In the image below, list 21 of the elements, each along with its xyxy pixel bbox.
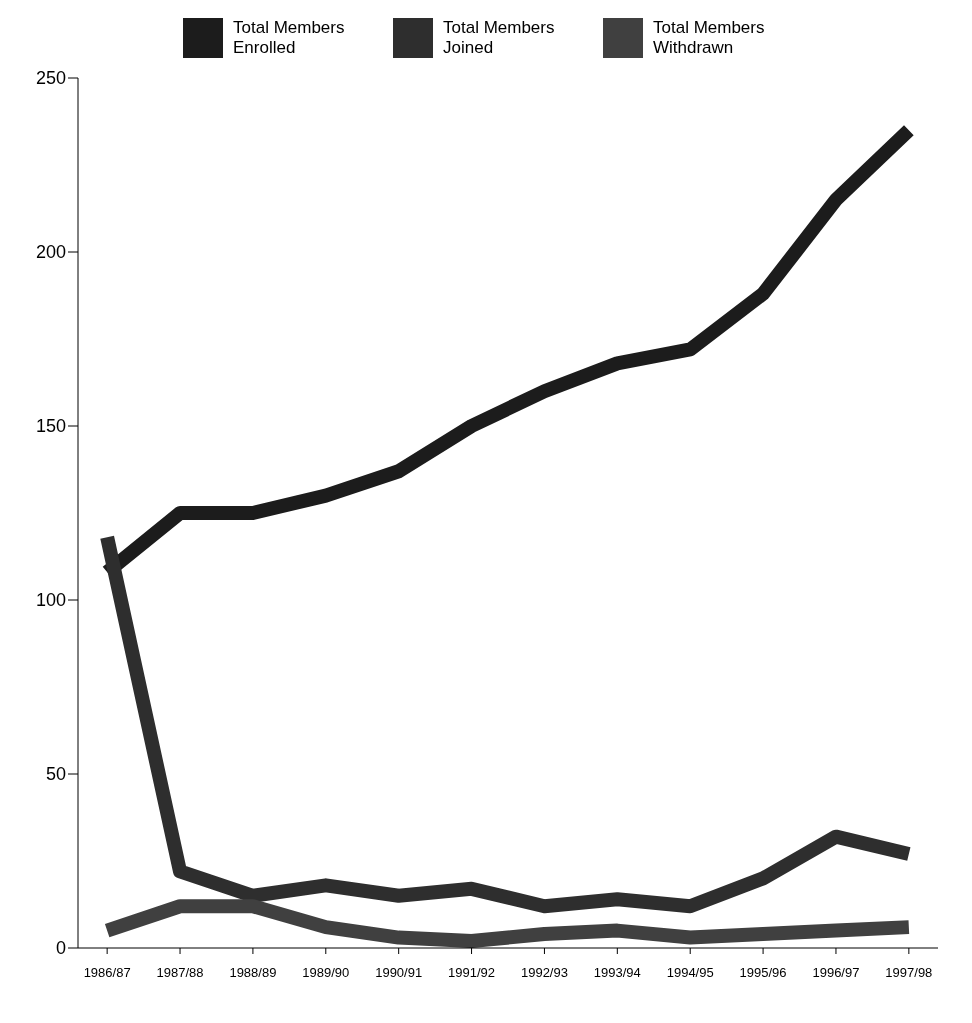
x-tick-label: 1992/93	[520, 965, 568, 981]
x-tick-label: 1989/90	[302, 965, 350, 981]
y-tick-label: 0	[55, 938, 66, 959]
y-tick-label: 200	[35, 242, 66, 263]
legend-label: Total Members Enrolled	[233, 18, 346, 58]
y-tick-label: 100	[35, 590, 66, 611]
x-tick-label: 1997/98	[885, 965, 933, 981]
x-tick-label: 1993/94	[593, 965, 641, 981]
x-tick-label: 1987/88	[156, 965, 204, 981]
y-tick-label: 50	[45, 764, 66, 785]
x-tick-label: 1994/95	[666, 965, 714, 981]
x-tick-label: 1990/91	[375, 965, 423, 981]
x-tick-label: 1995/96	[739, 965, 787, 981]
legend-label: Total Members Withdrawn	[653, 18, 766, 58]
x-tick-label: 1991/92	[448, 965, 496, 981]
legend-label: Total Members Joined	[443, 18, 556, 58]
y-tick-label: 150	[35, 416, 66, 437]
x-tick-label: 1988/89	[229, 965, 277, 981]
x-tick-label: 1996/97	[812, 965, 860, 981]
x-tick-label: 1986/87	[83, 965, 131, 981]
y-tick-label: 250	[35, 68, 66, 89]
